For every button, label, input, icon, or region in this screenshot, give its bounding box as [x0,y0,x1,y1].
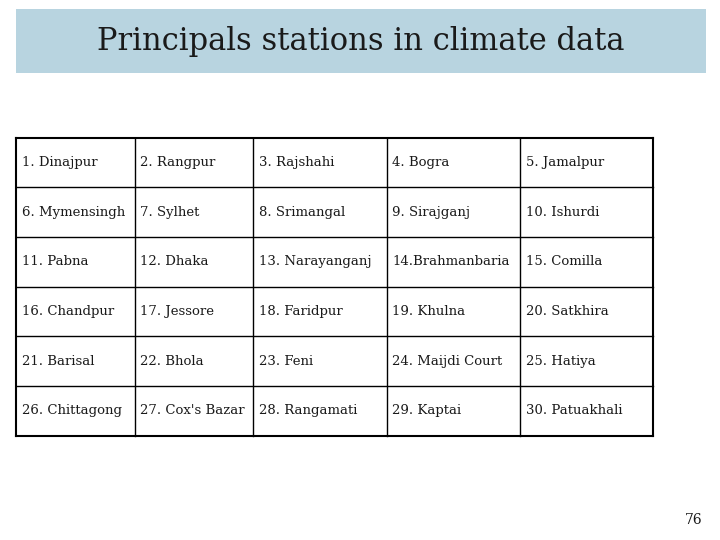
Text: 5. Jamalpur: 5. Jamalpur [526,156,604,169]
Text: 2. Rangpur: 2. Rangpur [140,156,216,169]
Text: 9. Sirajganj: 9. Sirajganj [392,206,471,219]
Text: 22. Bhola: 22. Bhola [140,355,204,368]
Text: 25. Hatiya: 25. Hatiya [526,355,595,368]
Text: 1. Dinajpur: 1. Dinajpur [22,156,97,169]
Text: 10. Ishurdi: 10. Ishurdi [526,206,599,219]
Text: 24. Maijdi Court: 24. Maijdi Court [392,355,503,368]
Text: 30. Patuakhali: 30. Patuakhali [526,404,622,417]
Text: 27. Cox's Bazar: 27. Cox's Bazar [140,404,245,417]
Bar [16,9,706,73]
Text: 12. Dhaka: 12. Dhaka [140,255,209,268]
Text: 13. Narayanganj: 13. Narayanganj [259,255,372,268]
Text: 4. Bogra: 4. Bogra [392,156,450,169]
Text: 7. Sylhet: 7. Sylhet [140,206,199,219]
Text: 17. Jessore: 17. Jessore [140,305,215,318]
Text: 6. Mymensingh: 6. Mymensingh [22,206,125,219]
Text: 28. Rangamati: 28. Rangamati [259,404,358,417]
Text: 23. Feni: 23. Feni [259,355,313,368]
Text: 15. Comilla: 15. Comilla [526,255,602,268]
Text: 18. Faridpur: 18. Faridpur [259,305,343,318]
Text: 14.Brahmanbaria: 14.Brahmanbaria [392,255,510,268]
Text: 21. Barisal: 21. Barisal [22,355,94,368]
Text: 8. Srimangal: 8. Srimangal [259,206,346,219]
Text: 19. Khulna: 19. Khulna [392,305,466,318]
Text: 11. Pabna: 11. Pabna [22,255,88,268]
Text: 76: 76 [685,512,702,526]
Text: Principals stations in climate data: Principals stations in climate data [97,25,624,57]
Text: 26. Chittagong: 26. Chittagong [22,404,122,417]
Text: 3. Rajshahi: 3. Rajshahi [259,156,335,169]
Text: 16. Chandpur: 16. Chandpur [22,305,114,318]
Text: 29. Kaptai: 29. Kaptai [392,404,462,417]
Text: 20. Satkhira: 20. Satkhira [526,305,608,318]
